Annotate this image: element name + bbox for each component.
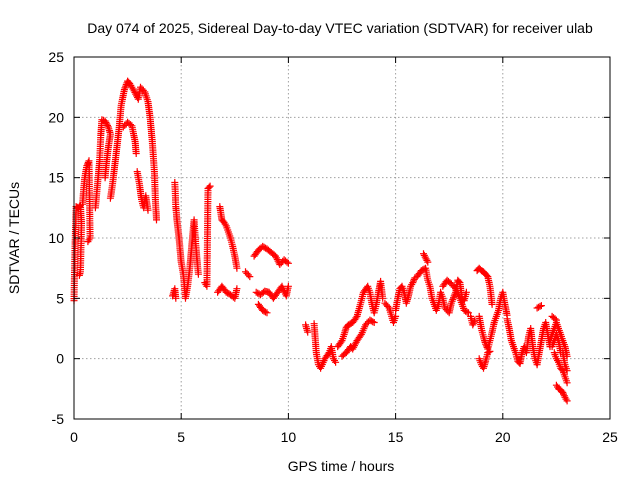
data-point bbox=[409, 279, 417, 287]
data-point bbox=[558, 366, 566, 373]
data-point bbox=[420, 250, 427, 258]
data-point bbox=[350, 343, 358, 351]
data-point bbox=[423, 256, 431, 264]
data-point bbox=[103, 120, 111, 128]
data-point bbox=[488, 300, 496, 308]
tick-labels: 0 5 10 15 20 25 -5 0 5 10 15 20 25 bbox=[48, 49, 618, 445]
data-point bbox=[101, 174, 109, 182]
data-point bbox=[563, 379, 571, 387]
data-point bbox=[379, 294, 387, 302]
data-point bbox=[304, 328, 312, 336]
data-point bbox=[205, 183, 213, 191]
data-point bbox=[483, 271, 491, 279]
x-tick-label: 15 bbox=[388, 429, 404, 445]
data-point bbox=[349, 345, 357, 353]
data-point bbox=[536, 302, 544, 310]
data-point bbox=[283, 258, 291, 266]
axis-ticks bbox=[73, 56, 611, 420]
data-point bbox=[463, 308, 471, 316]
data-point bbox=[104, 122, 111, 129]
y-axis-label: SDTVAR / TECUs bbox=[6, 182, 22, 294]
data-point bbox=[172, 294, 180, 302]
y-tick-label: 5 bbox=[56, 290, 64, 306]
y-tick-label: 10 bbox=[48, 230, 64, 246]
x-tick-label: 25 bbox=[602, 429, 618, 445]
data-point bbox=[132, 150, 140, 157]
data-point bbox=[560, 392, 568, 400]
data-point bbox=[332, 358, 340, 366]
data-point bbox=[206, 182, 214, 190]
data-point bbox=[563, 367, 571, 375]
data-point bbox=[352, 314, 360, 322]
data-point bbox=[465, 309, 472, 317]
x-axis-label: GPS time / hours bbox=[288, 458, 395, 474]
data-point bbox=[84, 160, 92, 168]
data-point bbox=[551, 315, 559, 323]
data-point bbox=[233, 285, 241, 293]
x-tick-label: 5 bbox=[177, 429, 185, 445]
data-point bbox=[470, 319, 477, 327]
data-point bbox=[263, 309, 271, 317]
data-point bbox=[421, 253, 429, 261]
y-tick-label: -5 bbox=[52, 411, 65, 427]
data-point bbox=[392, 312, 400, 320]
chart-title: Day 074 of 2025, Sidereal Day-to-day VTE… bbox=[87, 20, 593, 36]
data-points bbox=[70, 77, 571, 405]
data-point bbox=[420, 251, 428, 259]
data-point bbox=[84, 238, 92, 246]
data-point bbox=[284, 282, 292, 290]
data-point bbox=[486, 347, 494, 355]
data-point bbox=[384, 302, 392, 310]
data-point bbox=[424, 258, 432, 266]
y-tick-label: 25 bbox=[48, 49, 64, 65]
data-point bbox=[369, 318, 377, 326]
data-point bbox=[122, 82, 130, 90]
data-point bbox=[121, 84, 129, 92]
data-point bbox=[410, 277, 417, 285]
data-point bbox=[246, 273, 254, 281]
data-point bbox=[455, 277, 463, 285]
data-point bbox=[560, 390, 567, 398]
data-point bbox=[537, 302, 545, 310]
data-point bbox=[194, 270, 202, 278]
y-tick-label: 20 bbox=[48, 109, 64, 125]
data-point bbox=[98, 116, 106, 124]
x-tick-label: 0 bbox=[70, 429, 78, 445]
data-point bbox=[284, 259, 292, 267]
data-point bbox=[563, 397, 571, 405]
data-point bbox=[101, 117, 109, 125]
data-point bbox=[552, 316, 560, 324]
data-point bbox=[244, 271, 252, 279]
data-point bbox=[272, 254, 280, 262]
data-point bbox=[144, 206, 152, 214]
y-tick-label: 15 bbox=[48, 170, 64, 186]
y-tick-label: 0 bbox=[56, 351, 64, 367]
data-point bbox=[75, 271, 83, 279]
data-point bbox=[462, 288, 470, 296]
data-point bbox=[233, 264, 241, 272]
data-point bbox=[102, 119, 110, 126]
data-point bbox=[469, 321, 477, 329]
data-point bbox=[153, 216, 160, 224]
x-tick-label: 20 bbox=[495, 429, 511, 445]
data-point bbox=[262, 308, 269, 316]
data-point bbox=[370, 319, 378, 326]
data-point bbox=[559, 389, 567, 396]
x-tick-label: 10 bbox=[281, 429, 297, 445]
data-point bbox=[131, 89, 139, 96]
data-point bbox=[351, 340, 359, 348]
data-point bbox=[470, 318, 478, 326]
data-point bbox=[273, 256, 281, 263]
